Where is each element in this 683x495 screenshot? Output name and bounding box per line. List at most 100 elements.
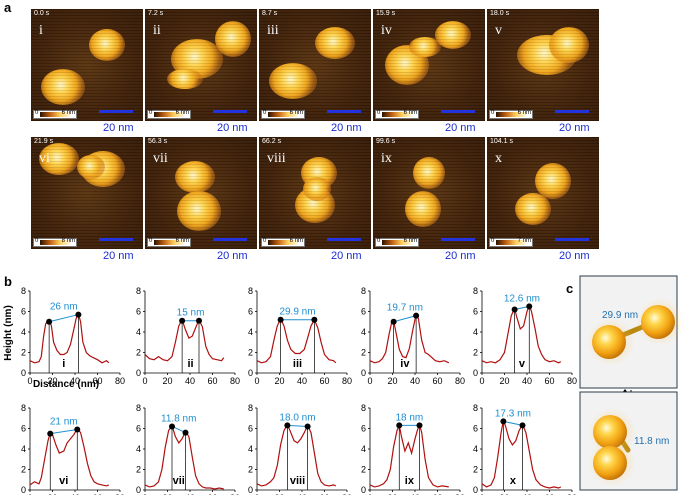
frame-label: v [495, 23, 502, 38]
afm-particle [41, 69, 85, 105]
colorbar-max: 7 nm [517, 238, 531, 244]
scale-bar [213, 238, 247, 241]
afm-particle [315, 27, 355, 59]
scale-bar-label: 20 nm [559, 250, 590, 262]
afm-particle [303, 177, 331, 201]
afm-particle [549, 27, 589, 63]
scale-bar-label: 20 nm [217, 122, 248, 134]
scale-bar-label: 20 nm [103, 122, 134, 134]
colorbar-max: 6 nm [403, 110, 417, 116]
colorbar-gradient [496, 240, 526, 245]
afm-frame-ix: 99.6 s ix 0 6 nm [373, 137, 485, 249]
colorbar-gradient [154, 112, 184, 117]
scale-bar [99, 238, 133, 241]
frame-label: x [495, 151, 502, 166]
colorbar-gradient [496, 112, 526, 117]
frame-time: 8.7 s [262, 10, 278, 17]
colorbar-min: 0 [35, 238, 39, 244]
frame-label: viii [267, 151, 286, 166]
scale-bar [555, 110, 589, 113]
afm-particle [39, 143, 79, 175]
afm-frame-i: 0.0 s i 0 6 nm [31, 9, 143, 121]
colorbar-max: 6 nm [289, 238, 303, 244]
scale-bar-label: 20 nm [445, 122, 476, 134]
frame-time: 99.6 s [376, 138, 396, 145]
afm-frame-vii: 56.3 s vii 0 6 nm [145, 137, 257, 249]
afm-frame-iv: 15.9 s iv 0 6 nm [373, 9, 485, 121]
colorbar-min: 0 [377, 110, 381, 116]
frame-time: 15.9 s [376, 10, 396, 17]
colorbar-gradient [382, 112, 412, 117]
afm-particle [405, 191, 441, 227]
scan-lines [31, 9, 143, 121]
frame-label: iii [267, 23, 279, 38]
height-colorbar: 0 6 nm [147, 238, 191, 247]
height-colorbar: 0 6 nm [33, 110, 77, 119]
colorbar-gradient [40, 240, 70, 245]
colorbar-min: 0 [377, 238, 381, 244]
afm-frame-iii: 8.7 s iii 0 6 nm [259, 9, 371, 121]
schematic-bottom-distance: 11.8 nm [634, 436, 669, 447]
colorbar-min: 0 [491, 110, 495, 116]
frame-label: iv [381, 23, 392, 38]
height-colorbar: 0 6 nm [489, 110, 533, 119]
scan-lines [487, 9, 599, 121]
scale-bar [213, 110, 247, 113]
colorbar-max: 8 nm [61, 238, 75, 244]
scale-bar [99, 110, 133, 113]
height-colorbar: 0 6 nm [375, 238, 419, 247]
afm-frame-ii: 7.2 s ii 0 6 nm [145, 9, 257, 121]
frame-label: ix [381, 151, 392, 166]
scale-bar [327, 110, 361, 113]
frame-label: ii [153, 23, 161, 38]
colorbar-max: 6 nm [403, 238, 417, 244]
height-colorbar: 0 7 nm [489, 238, 533, 247]
scale-bar-label: 20 nm [331, 250, 362, 262]
scale-bar [441, 110, 475, 113]
schematic-bottom-sphere-bottom [593, 446, 627, 480]
afm-frame-x: 104.1 s x 0 7 nm [487, 137, 599, 249]
scan-lines [487, 137, 599, 249]
afm-particle [89, 29, 125, 61]
colorbar-gradient [382, 240, 412, 245]
afm-frame-vi: 21.9 s vi 0 8 nm [31, 137, 143, 249]
scan-lines [145, 137, 257, 249]
colorbar-max: 6 nm [61, 110, 75, 116]
scan-lines [145, 9, 257, 121]
colorbar-min: 0 [263, 110, 267, 116]
colorbar-min: 0 [491, 238, 495, 244]
height-colorbar: 0 6 nm [375, 110, 419, 119]
frame-label: i [39, 23, 43, 38]
colorbar-max: 6 nm [289, 110, 303, 116]
height-colorbar: 0 6 nm [147, 110, 191, 119]
scan-lines [373, 9, 485, 121]
scan-lines [259, 137, 371, 249]
afm-particle [535, 163, 571, 199]
scale-bar-label: 20 nm [217, 250, 248, 262]
height-colorbar: 0 8 nm [33, 238, 77, 247]
afm-particle [175, 161, 215, 193]
panel-letter-a: a [4, 0, 12, 15]
afm-particle [177, 191, 221, 231]
frame-time: 7.2 s [148, 10, 164, 17]
colorbar-max: 6 nm [175, 110, 189, 116]
height-colorbar: 0 6 nm [261, 238, 305, 247]
frame-time: 21.9 s [34, 138, 54, 145]
schematic-top-sphere-right [641, 305, 675, 339]
afm-particle [77, 155, 105, 179]
afm-particle [515, 193, 551, 225]
frame-label: vii [153, 151, 168, 166]
scale-bar [327, 238, 361, 241]
scale-bar-label: 20 nm [331, 122, 362, 134]
colorbar-gradient [268, 240, 298, 245]
afm-particle [435, 21, 471, 49]
panel-letter-b: b [4, 274, 12, 289]
frame-time: 56.3 s [148, 138, 168, 145]
scale-bar-label: 20 nm [103, 250, 134, 262]
afm-particle [269, 63, 317, 99]
afm-particle [409, 37, 441, 57]
scan-lines [259, 9, 371, 121]
frame-time: 66.2 s [262, 138, 282, 145]
scan-lines [31, 137, 143, 249]
colorbar-min: 0 [35, 110, 39, 116]
